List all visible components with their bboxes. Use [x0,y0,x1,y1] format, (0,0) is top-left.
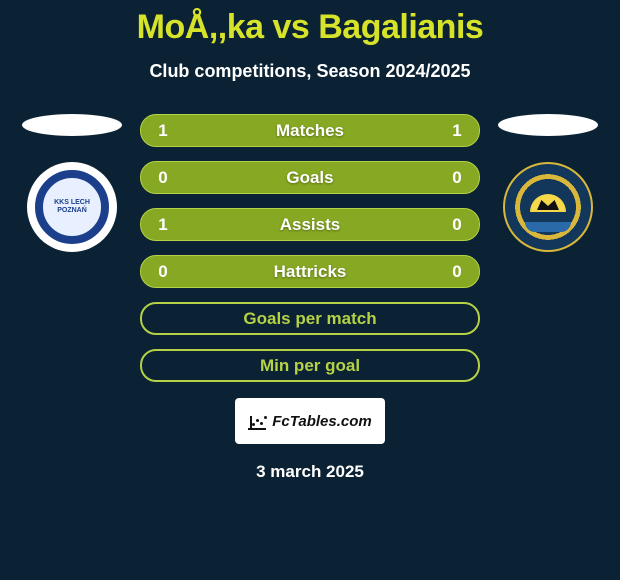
stats-list: 1 Matches 1 0 Goals 0 1 Assists 0 0 Hatt… [140,114,480,382]
stat-row: 0 Goals 0 [140,161,480,194]
stat-row: 1 Matches 1 [140,114,480,147]
stat-label: Goals per match [243,309,376,329]
stat-left-value: 1 [155,121,171,141]
left-side: KKS LECH POZNAŃ [22,114,122,252]
stat-row: 1 Assists 0 [140,208,480,241]
stat-left-value: 1 [155,215,171,235]
water-icon [525,222,571,232]
stat-label: Assists [280,215,340,235]
date-label: 3 march 2025 [0,462,620,482]
stat-label: Hattricks [274,262,347,282]
chart-icon [248,412,266,430]
stat-row: Goals per match [140,302,480,335]
branding-text: FcTables.com [272,413,371,430]
stat-row: Min per goal [140,349,480,382]
stat-label: Matches [276,121,344,141]
left-flag-icon [22,114,122,136]
comparison-panel: KKS LECH POZNAŃ 1 Matches 1 0 Goals 0 1 … [0,114,620,382]
branding-badge: FcTables.com [235,398,385,444]
page-subtitle: Club competitions, Season 2024/2025 [0,61,620,82]
stat-right-value: 0 [449,262,465,282]
stat-label: Goals [286,168,333,188]
left-team-logo: KKS LECH POZNAŃ [27,162,117,252]
stat-left-value: 0 [155,168,171,188]
stat-right-value: 0 [449,215,465,235]
right-side [498,114,598,252]
stat-right-value: 1 [449,121,465,141]
right-team-logo [503,162,593,252]
left-team-logo-inner: KKS LECH POZNAŃ [35,170,109,244]
right-flag-icon [498,114,598,136]
stat-label: Min per goal [260,356,360,376]
stat-right-value: 0 [449,168,465,188]
stat-row: 0 Hattricks 0 [140,255,480,288]
stat-left-value: 0 [155,262,171,282]
page-title: MoÅ,,ka vs Bagalianis [0,0,620,47]
